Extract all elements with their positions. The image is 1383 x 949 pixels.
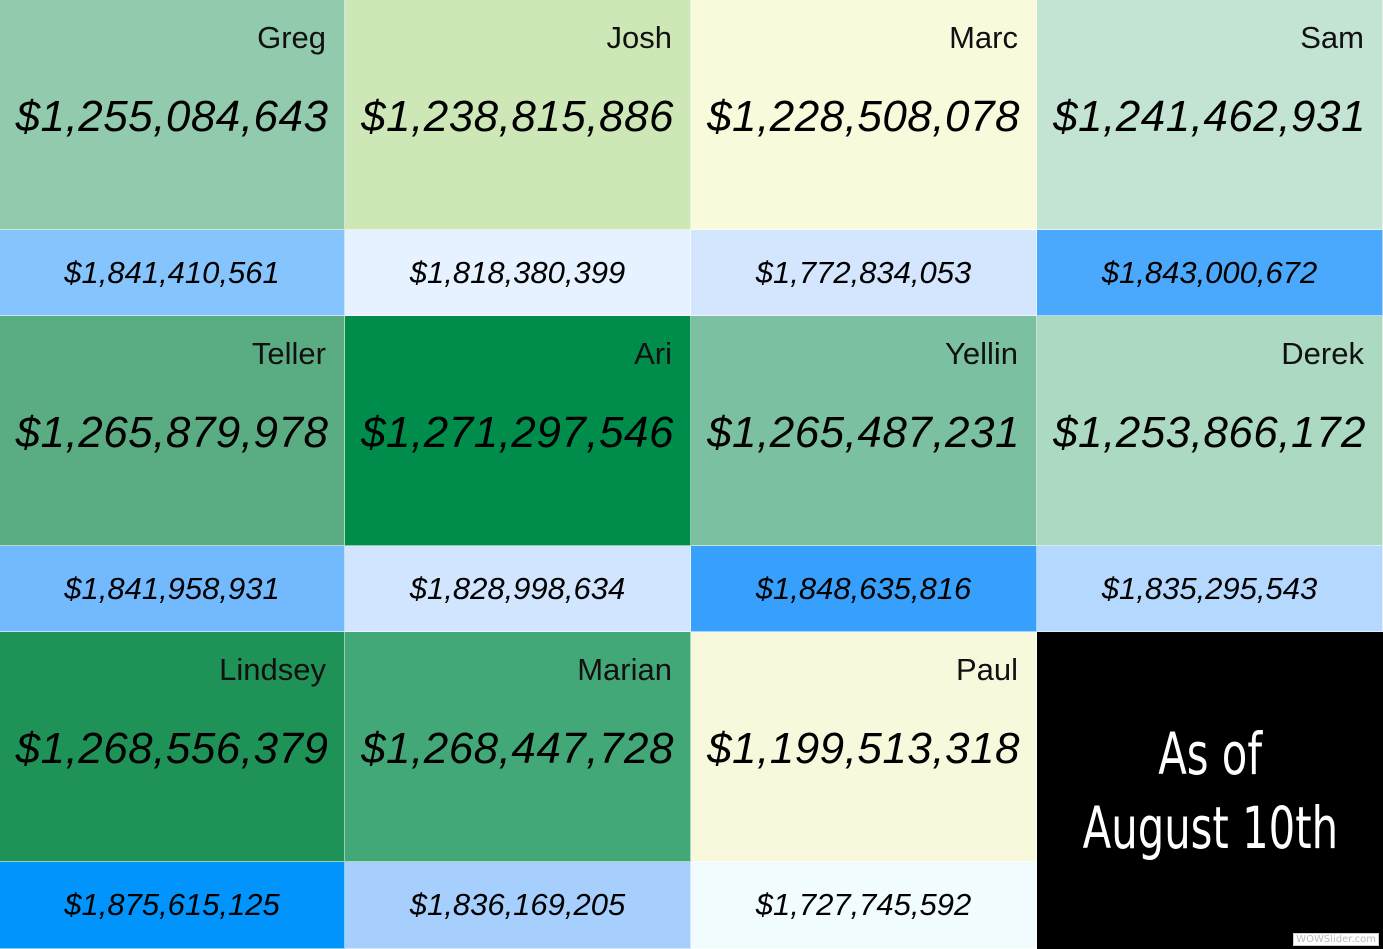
tile-name: Derek bbox=[1281, 336, 1364, 371]
tile-derek: Derek $1,253,866,172 bbox=[1037, 316, 1383, 546]
tile-paul: Paul $1,199,513,318 bbox=[691, 632, 1037, 862]
tile-amount: $1,241,462,931 bbox=[1053, 92, 1366, 141]
bar-ari: $1,828,998,634 bbox=[345, 546, 691, 632]
tile-sam: Sam $1,241,462,931 bbox=[1037, 0, 1383, 230]
tile-name: Marc bbox=[949, 20, 1018, 55]
tile-name: Teller bbox=[251, 336, 326, 371]
tile-name: Marian bbox=[577, 652, 672, 687]
bar-derek: $1,835,295,543 bbox=[1037, 546, 1383, 632]
bar-teller: $1,841,958,931 bbox=[0, 546, 345, 632]
tile-amount: $1,268,447,728 bbox=[361, 724, 674, 773]
bar-yellin: $1,848,635,816 bbox=[691, 546, 1037, 632]
bar-josh: $1,818,380,399 bbox=[345, 230, 691, 316]
bar-lindsey: $1,875,615,125 bbox=[0, 862, 345, 949]
tile-teller: Teller $1,265,879,978 bbox=[0, 316, 345, 546]
tile-marc: Marc $1,228,508,078 bbox=[691, 0, 1037, 230]
date-line-as-of: As of bbox=[1158, 719, 1262, 788]
watermark-badge: WOWSlider.com bbox=[1293, 933, 1379, 946]
tile-amount: $1,268,556,379 bbox=[15, 724, 329, 773]
tile-josh: Josh $1,238,815,886 bbox=[345, 0, 691, 230]
bar-greg: $1,841,410,561 bbox=[0, 230, 345, 316]
tile-amount: $1,199,513,318 bbox=[707, 724, 1020, 773]
tile-marian: Marian $1,268,447,728 bbox=[345, 632, 691, 862]
tile-name: Josh bbox=[606, 20, 672, 55]
tile-lindsey: Lindsey $1,268,556,379 bbox=[0, 632, 345, 862]
bar-marian: $1,836,169,205 bbox=[345, 862, 691, 949]
bar-paul: $1,727,745,592 bbox=[691, 862, 1037, 949]
tile-amount: $1,265,879,978 bbox=[15, 408, 329, 457]
date-line-date: August 10th bbox=[1082, 793, 1338, 862]
tile-name: Sam bbox=[1300, 20, 1364, 55]
tile-name: Lindsey bbox=[219, 652, 326, 687]
tile-amount: $1,271,297,546 bbox=[361, 408, 674, 457]
tile-amount: $1,265,487,231 bbox=[707, 408, 1020, 457]
tile-amount: $1,255,084,643 bbox=[15, 92, 329, 141]
tile-name: Ari bbox=[634, 336, 672, 371]
bar-sam: $1,843,000,672 bbox=[1037, 230, 1383, 316]
tile-name: Yellin bbox=[945, 336, 1018, 371]
tile-greg: Greg $1,255,084,643 bbox=[0, 0, 345, 230]
tile-name: Greg bbox=[257, 20, 326, 55]
tile-amount: $1,228,508,078 bbox=[707, 92, 1020, 141]
tile-ari: Ari $1,271,297,546 bbox=[345, 316, 691, 546]
date-panel: As of August 10th bbox=[1037, 632, 1383, 949]
tile-amount: $1,253,866,172 bbox=[1053, 408, 1366, 457]
tile-yellin: Yellin $1,265,487,231 bbox=[691, 316, 1037, 546]
bar-marc: $1,772,834,053 bbox=[691, 230, 1037, 316]
tile-name: Paul bbox=[955, 652, 1018, 687]
tile-amount: $1,238,815,886 bbox=[361, 92, 674, 141]
